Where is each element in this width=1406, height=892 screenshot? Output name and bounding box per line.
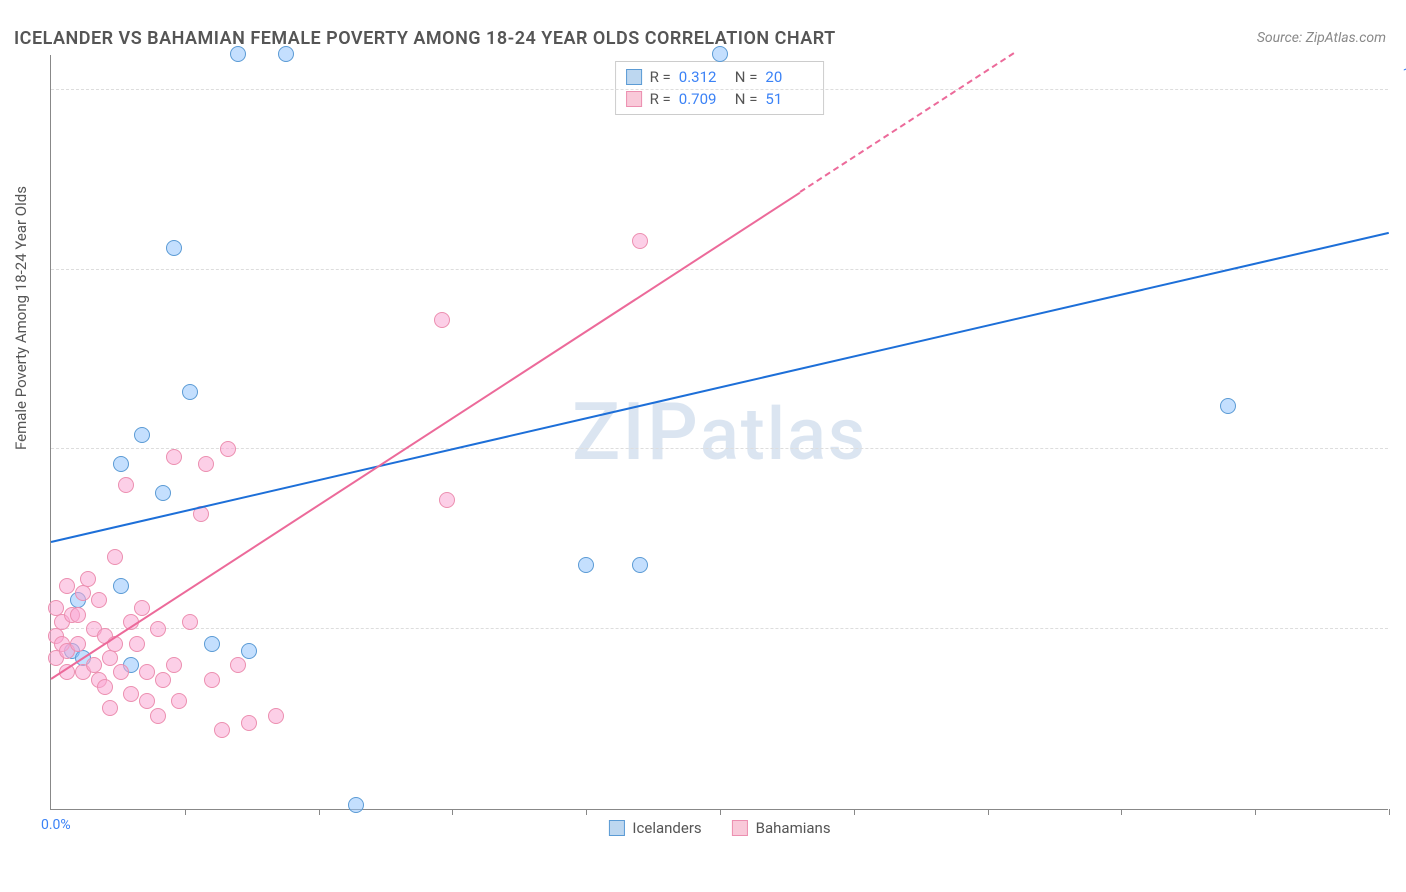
y-tick-label: 100.0% [1403,66,1406,82]
legend-swatch [626,69,642,85]
x-tick [586,809,587,815]
gridline-h [51,448,1388,449]
data-point [102,650,118,666]
correlation-row: R = 0.709 N = 51 [626,88,814,110]
trend-line [50,191,800,679]
n-value: 20 [765,68,813,86]
r-value: 0.709 [679,90,727,108]
data-point [139,664,155,680]
correlation-row: R = 0.312 N = 20 [626,66,814,88]
data-point [113,578,129,594]
n-label: N = [735,90,758,108]
data-point [80,571,96,587]
data-point [70,636,86,652]
trend-line [51,232,1389,543]
x-tick [452,809,453,815]
legend-label: Bahamians [756,819,831,837]
data-point [70,607,86,623]
data-point [75,585,91,601]
chart-title: ICELANDER VS BAHAMIAN FEMALE POVERTY AMO… [14,28,836,49]
data-point [102,700,118,716]
data-point [107,549,123,565]
data-point [97,679,113,695]
data-point [134,600,150,616]
data-point [712,46,728,62]
watermark: ZIPatlas [572,385,867,479]
data-point [632,233,648,249]
data-point [578,557,594,573]
data-point [632,557,648,573]
data-point [1220,398,1236,414]
data-point [268,708,284,724]
x-tick [854,809,855,815]
x-tick [185,809,186,815]
data-point [198,456,214,472]
x-tick [1389,809,1390,815]
data-point [278,46,294,62]
data-point [91,592,107,608]
chart-plot-area: ZIPatlas R =0.312N =20R =0.709N =51 Icel… [50,55,1388,810]
r-label: R = [650,68,671,86]
legend-label: Icelanders [632,819,701,837]
data-point [113,456,129,472]
data-point [134,427,150,443]
data-point [182,614,198,630]
legend-swatch [608,820,624,836]
data-point [129,636,145,652]
data-point [171,693,187,709]
data-point [150,621,166,637]
series-legend: Icelanders Bahamians [608,819,830,837]
legend-item: Bahamians [732,819,831,837]
legend-swatch [732,820,748,836]
data-point [150,708,166,724]
data-point [139,693,155,709]
x-tick [720,809,721,815]
r-value: 0.312 [679,68,727,86]
n-value: 51 [765,90,813,108]
data-point [155,672,171,688]
x-tick [1121,809,1122,815]
legend-item: Icelanders [608,819,701,837]
x-origin-label: 0.0% [41,817,71,833]
data-point [123,686,139,702]
data-point [230,657,246,673]
gridline-h [51,269,1388,270]
data-point [118,477,134,493]
trend-line [800,52,1015,193]
x-tick [988,809,989,815]
data-point [204,672,220,688]
data-point [434,312,450,328]
data-point [220,441,236,457]
data-point [182,384,198,400]
data-point [155,485,171,501]
gridline-h [51,89,1388,90]
data-point [204,636,220,652]
data-point [59,578,75,594]
data-point [439,492,455,508]
x-tick [1255,809,1256,815]
data-point [230,46,246,62]
source-attribution: Source: ZipAtlas.com [1257,30,1386,46]
x-tick [319,809,320,815]
data-point [166,657,182,673]
data-point [348,797,364,813]
data-point [241,643,257,659]
data-point [241,715,257,731]
data-point [166,449,182,465]
legend-swatch [626,91,642,107]
data-point [214,722,230,738]
n-label: N = [735,68,758,86]
data-point [166,240,182,256]
data-point [113,664,129,680]
r-label: R = [650,90,671,108]
gridline-h [51,628,1388,629]
y-axis-label: Female Poverty Among 18-24 Year Olds [12,186,30,450]
